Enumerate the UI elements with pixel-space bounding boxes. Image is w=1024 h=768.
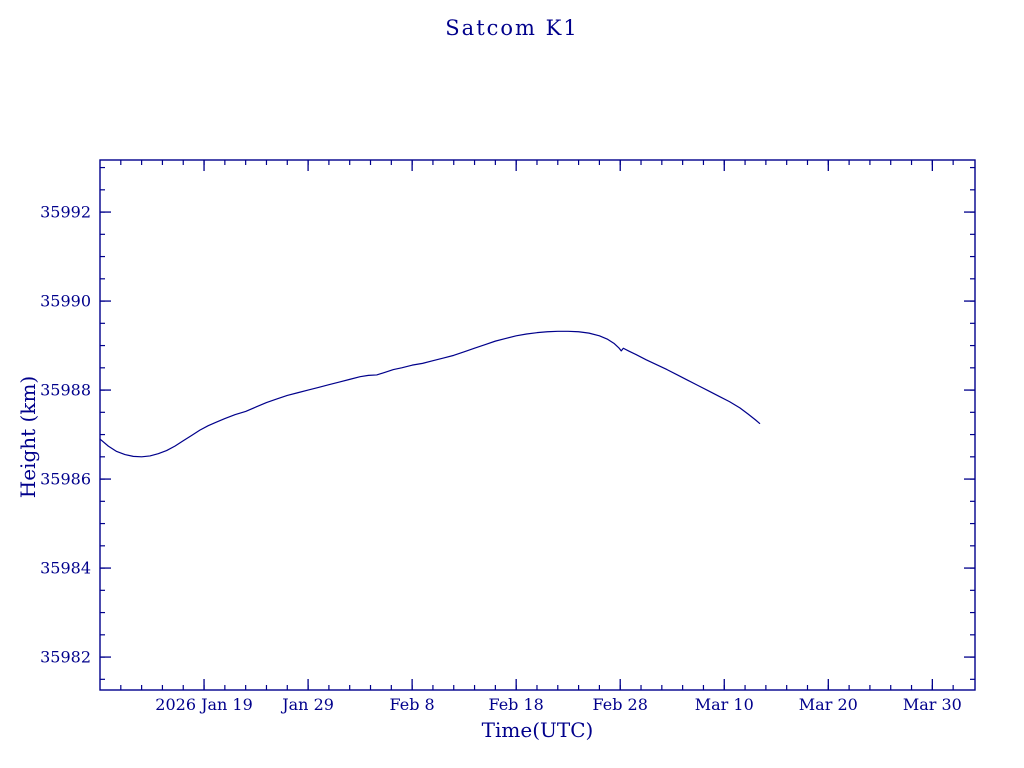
- x-tick-label: Mar 10: [695, 695, 754, 714]
- height-curve: [99, 330, 761, 458]
- y-tick-label: 35984: [40, 559, 91, 578]
- x-tick-label: Mar 20: [799, 695, 858, 714]
- x-tick-label: Feb 18: [488, 695, 543, 714]
- y-tick-label: 35988: [40, 381, 91, 400]
- y-tick-label: 35982: [40, 648, 91, 667]
- x-tick-label: Jan 29: [280, 695, 334, 714]
- x-axis-label: Time(UTC): [481, 718, 594, 742]
- y-tick-label: 35986: [40, 470, 91, 489]
- x-tick-label: 2026 Jan 19: [155, 695, 253, 714]
- plot-frame: [99, 159, 976, 691]
- x-tick-label: Feb 28: [593, 695, 648, 714]
- x-tick-label: Mar 30: [903, 695, 962, 714]
- chart-title: Satcom K1: [445, 16, 579, 40]
- y-tick-label: 35992: [40, 203, 91, 222]
- x-tick-label: Feb 8: [390, 695, 435, 714]
- y-tick-label: 35990: [40, 292, 91, 311]
